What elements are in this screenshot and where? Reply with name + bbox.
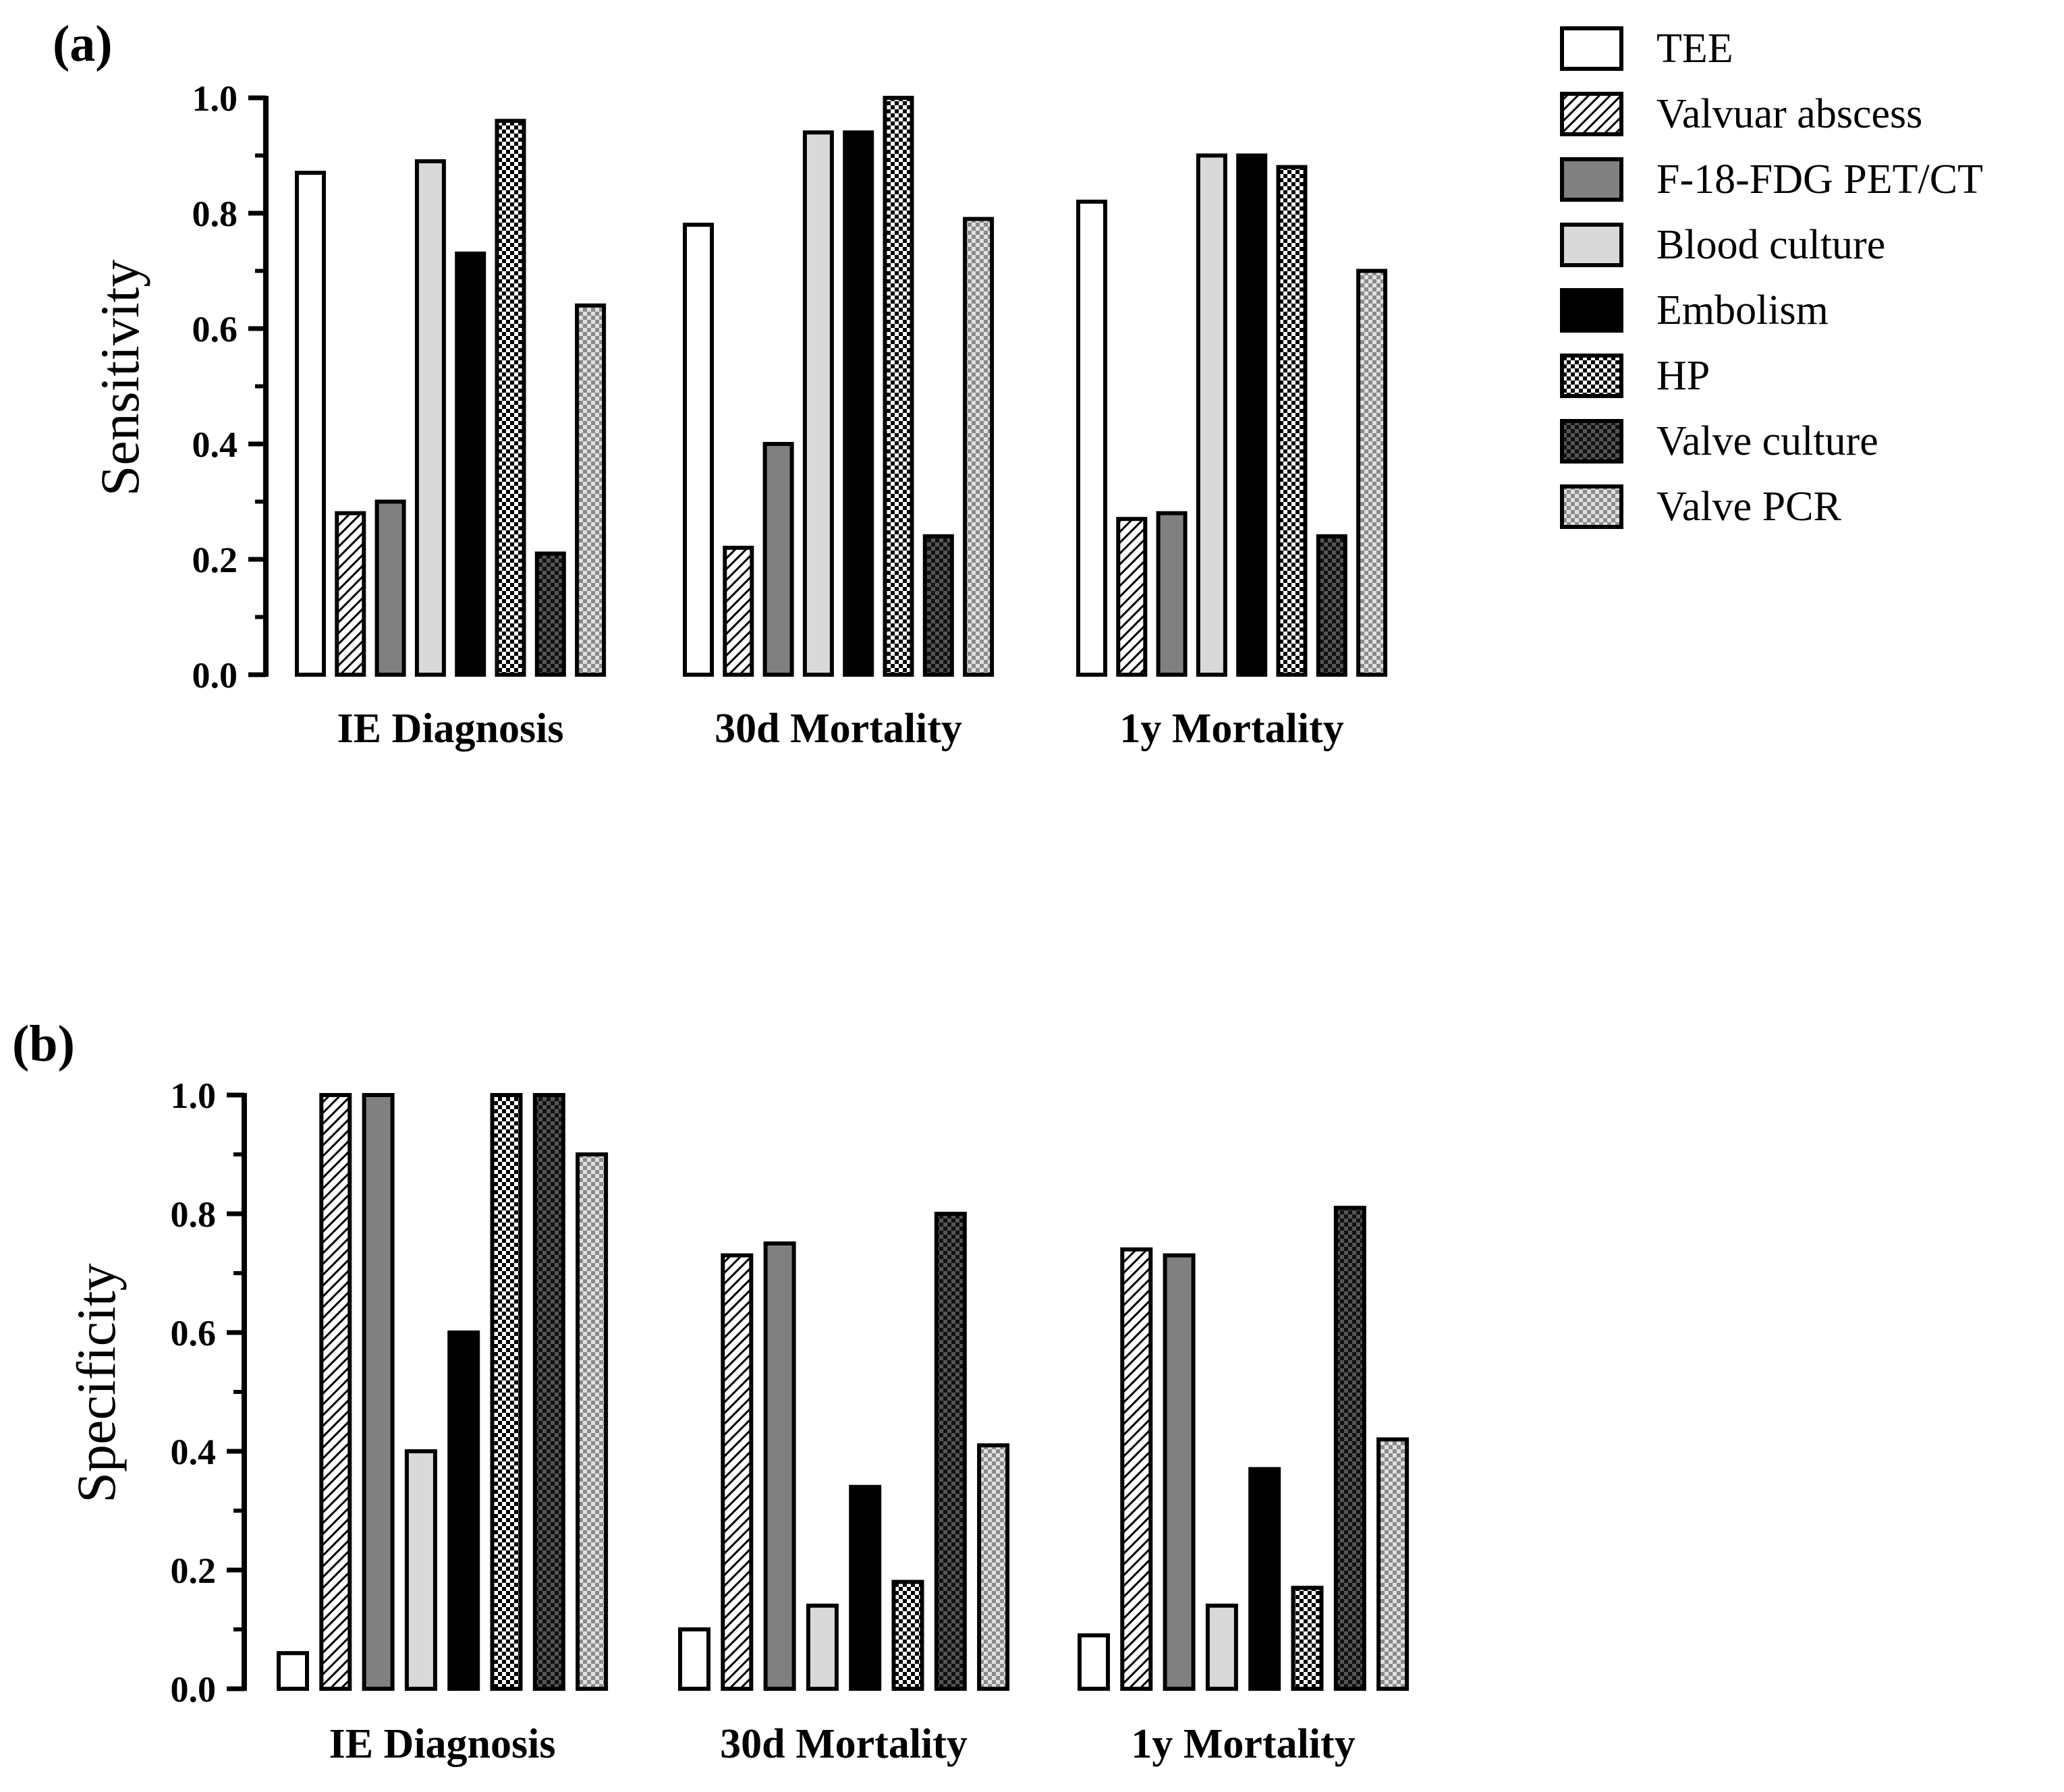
bars-sensitivity: IE Diagnosis 30d Mortality 1y Mortality xyxy=(295,96,1388,752)
axes-sensitivity: 0.0 0.2 0.4 0.6 0.8 1.0 xyxy=(192,78,269,696)
legend-label-valvuar-abscess: Valvuar abscess xyxy=(1656,91,1922,137)
legend-label-f-18-fdg-pet-ct: F-18-FDG PET/CT xyxy=(1656,157,1983,202)
y-tick-label-sensitivity: 0.2 xyxy=(192,540,238,580)
legend-swatch-f-18-fdg-pet-ct xyxy=(1560,157,1623,202)
bar-1y-mortality-valve-culture xyxy=(1316,534,1347,677)
bar-ie-diagnosis-f-18-fdg-pet-ct xyxy=(362,1093,395,1691)
bar-ie-diagnosis-tee xyxy=(295,171,326,677)
bar-ie-diagnosis-valve-culture xyxy=(534,551,566,677)
bar-ie-diagnosis-blood-culture xyxy=(414,159,446,677)
category-label-30d-mortality: 30d Mortality xyxy=(715,706,962,752)
bar-30d-mortality-f-18-fdg-pet-ct xyxy=(762,442,794,677)
bar-30d-mortality-valve-pcr xyxy=(977,1443,1010,1691)
bar-1y-mortality-valvuar-abscess xyxy=(1120,1247,1153,1691)
category-label-ie-diagnosis: IE Diagnosis xyxy=(329,1721,556,1767)
bar-30d-mortality-embolism xyxy=(843,130,874,677)
bar-30d-mortality-valvuar-abscess xyxy=(723,545,754,677)
bar-30d-mortality-f-18-fdg-pet-ct xyxy=(763,1241,796,1691)
axes-specificity: 0.0 0.2 0.4 0.6 0.8 1.0 xyxy=(171,1075,247,1710)
category-label-30d-mortality: 30d Mortality xyxy=(720,1721,968,1767)
bar-30d-mortality-valve-culture xyxy=(922,534,954,677)
bar-30d-mortality-tee xyxy=(683,223,714,677)
y-tick-label-sensitivity: 0.6 xyxy=(192,309,238,349)
bar-30d-mortality-valvuar-abscess xyxy=(721,1253,754,1691)
bar-1y-mortality-blood-culture xyxy=(1196,153,1227,677)
bar-ie-diagnosis-valvuar-abscess xyxy=(319,1093,352,1691)
legend: TEE Valvuar abscess F-18-FDG PET/CT Blood c… xyxy=(1560,26,1983,530)
bar-30d-mortality-blood-culture xyxy=(806,1603,839,1691)
legend-swatch-valve-pcr xyxy=(1560,484,1623,529)
bars-specificity: IE Diagnosis 30d Mortality 1y Mortality xyxy=(277,1093,1410,1767)
bar-ie-diagnosis-embolism xyxy=(447,1331,480,1691)
bar-1y-mortality-valvuar-abscess xyxy=(1116,517,1148,677)
legend-label-valve-pcr: Valve PCR xyxy=(1656,484,1842,530)
legend-label-embolism: Embolism xyxy=(1656,287,1829,333)
bar-1y-mortality-tee xyxy=(1078,1633,1110,1691)
bar-ie-diagnosis-f-18-fdg-pet-ct xyxy=(374,499,406,677)
bar-30d-mortality-valve-culture xyxy=(934,1212,967,1691)
legend-swatch-tee xyxy=(1560,26,1623,71)
y-tick-label-specificity: 0.4 xyxy=(171,1432,217,1472)
bar-ie-diagnosis-hp xyxy=(495,119,526,677)
panel-label-a: (a) xyxy=(53,16,113,72)
y-tick-label-specificity: 0.0 xyxy=(171,1669,217,1710)
legend-label-valve-culture: Valve culture xyxy=(1656,418,1878,464)
legend-label-hp: HP xyxy=(1656,353,1710,399)
bar-1y-mortality-hp xyxy=(1291,1586,1324,1691)
bar-1y-mortality-f-18-fdg-pet-ct xyxy=(1156,511,1188,677)
bar-ie-diagnosis-valve-pcr xyxy=(575,303,607,677)
y-tick-label-specificity: 0.2 xyxy=(171,1550,217,1591)
y-axis-title-sensitivity: Sensitivity xyxy=(89,260,150,497)
bar-ie-diagnosis-embolism xyxy=(455,251,486,677)
panel-specificity: (b) Specificity 0.0 0.2 0.4 0.6 0.8 1.0 IE Di… xyxy=(12,1015,1410,1767)
bar-1y-mortality-embolism xyxy=(1236,153,1268,677)
legend-label-tee: TEE xyxy=(1656,26,1733,72)
bar-ie-diagnosis-blood-culture xyxy=(404,1449,437,1691)
legend-swatch-blood-culture xyxy=(1560,223,1623,267)
legend-label-blood-culture: Blood culture xyxy=(1656,222,1885,268)
bar-30d-mortality-embolism xyxy=(849,1484,882,1691)
bar-ie-diagnosis-valve-pcr xyxy=(576,1152,609,1691)
panel-sensitivity: (a) Sensitivity 0.0 0.2 0.4 0.6 0.8 1.0 IE Di… xyxy=(53,16,1388,752)
y-axis-title-specificity: Specificity xyxy=(65,1263,127,1503)
bar-1y-mortality-embolism xyxy=(1248,1467,1281,1691)
y-tick-label-sensitivity: 0.8 xyxy=(192,194,238,234)
panel-label-b: (b) xyxy=(12,1015,75,1072)
bar-ie-diagnosis-hp xyxy=(490,1093,523,1691)
y-tick-label-specificity: 0.8 xyxy=(171,1194,217,1235)
bar-30d-mortality-hp xyxy=(891,1579,924,1691)
bar-1y-mortality-valve-pcr xyxy=(1376,1437,1410,1691)
bar-30d-mortality-valve-pcr xyxy=(963,217,995,677)
bar-ie-diagnosis-valve-culture xyxy=(532,1093,565,1691)
category-label-ie-diagnosis: IE Diagnosis xyxy=(337,706,564,752)
bar-1y-mortality-blood-culture xyxy=(1205,1603,1238,1691)
bar-1y-mortality-valve-culture xyxy=(1333,1206,1366,1691)
legend-swatch-valvuar-abscess xyxy=(1560,92,1623,136)
y-tick-label-sensitivity: 0.4 xyxy=(192,424,238,465)
legend-swatch-hp xyxy=(1560,354,1623,398)
bar-ie-diagnosis-valvuar-abscess xyxy=(335,511,366,677)
bar-1y-mortality-tee xyxy=(1076,199,1107,677)
y-tick-label-specificity: 1.0 xyxy=(171,1075,217,1116)
bar-ie-diagnosis-tee xyxy=(277,1651,309,1691)
bar-30d-mortality-tee xyxy=(678,1627,710,1691)
legend-swatch-embolism xyxy=(1560,288,1623,333)
category-label-1y-mortality: 1y Mortality xyxy=(1131,1721,1355,1767)
bar-1y-mortality-f-18-fdg-pet-ct xyxy=(1163,1253,1196,1691)
bar-30d-mortality-blood-culture xyxy=(802,130,834,677)
legend-swatch-valve-culture xyxy=(1560,419,1623,464)
y-tick-label-sensitivity: 1.0 xyxy=(192,78,238,119)
bar-1y-mortality-hp xyxy=(1276,165,1308,677)
bar-1y-mortality-valve-pcr xyxy=(1356,269,1388,677)
bar-30d-mortality-hp xyxy=(883,96,914,677)
y-tick-label-sensitivity: 0.0 xyxy=(192,655,238,696)
category-label-1y-mortality: 1y Mortality xyxy=(1119,706,1343,752)
y-tick-label-specificity: 0.6 xyxy=(171,1313,217,1353)
